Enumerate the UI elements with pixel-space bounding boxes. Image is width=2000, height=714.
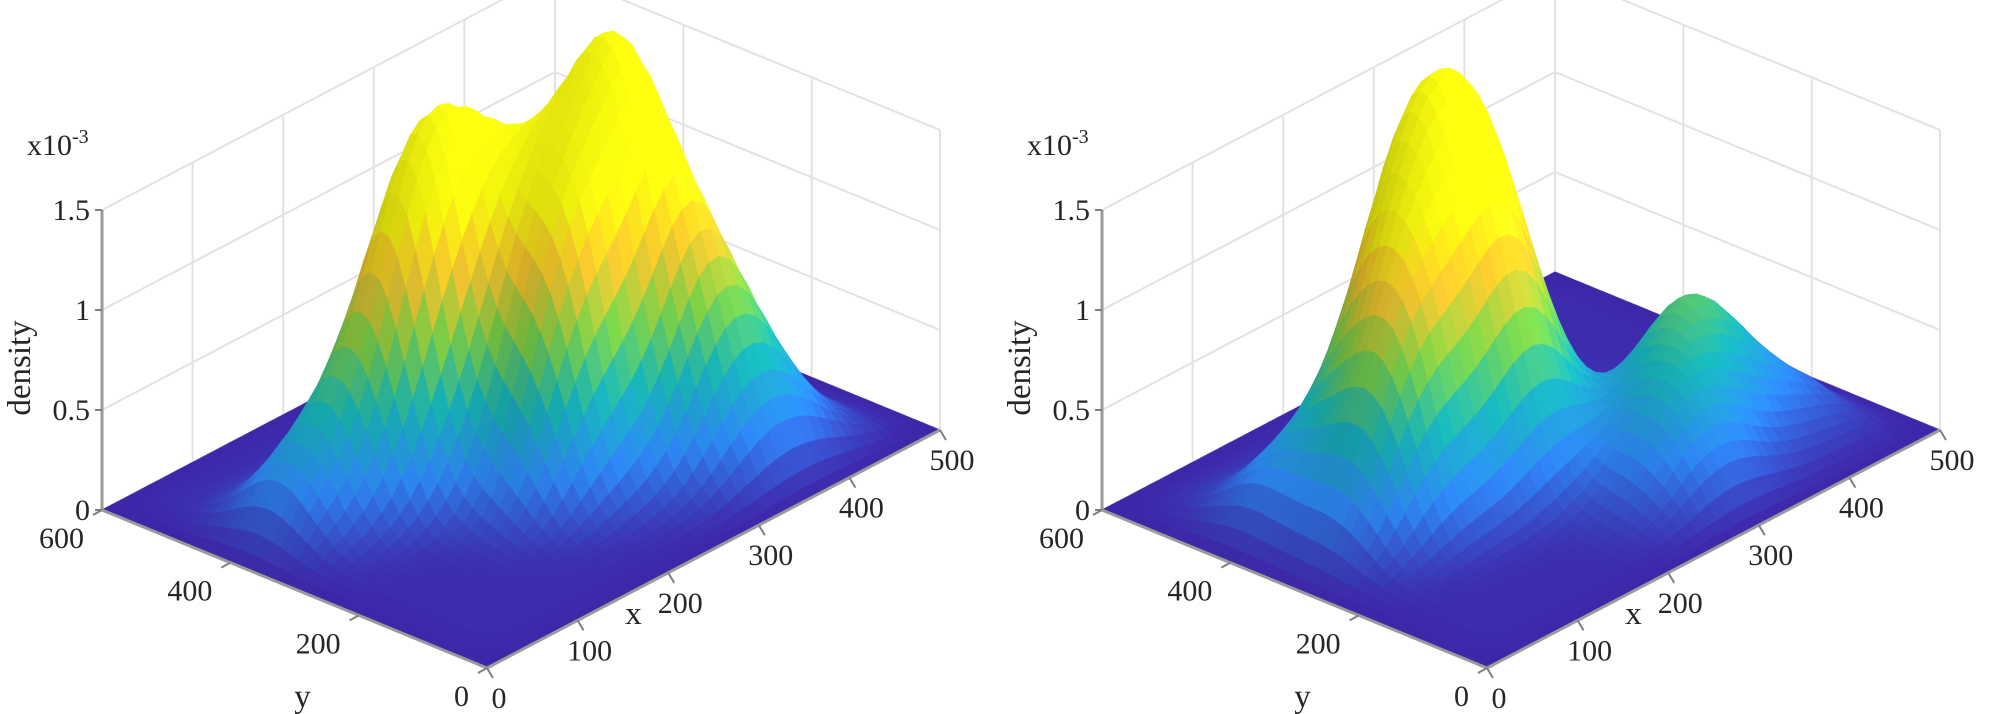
x-tick-mark (486, 667, 494, 679)
density-surface (101, 30, 941, 669)
z-tick-label: 1 (75, 294, 90, 327)
x-tick-label: 0 (492, 682, 507, 714)
x-tick-label: 200 (1658, 587, 1703, 620)
z-tick-label: 0 (1075, 494, 1090, 527)
y-axis-label: y (294, 679, 311, 714)
surface-plot-left: 0100200300400500020040060000.511.5xydens… (2, 0, 975, 714)
z-axis-label: density (2, 320, 38, 416)
y-tick-label: 200 (296, 627, 341, 660)
x-tick-mark (667, 572, 676, 584)
x-axis-label: x (625, 596, 642, 632)
z-tick-label: 0.5 (53, 394, 91, 427)
x-tick-label: 400 (839, 492, 884, 525)
z-exponent-power: -3 (72, 126, 89, 148)
z-exponent-power: -3 (1072, 126, 1089, 148)
x-tick-mark (576, 619, 585, 631)
x-tick-mark (848, 477, 857, 489)
x-tick-mark (1939, 429, 1947, 441)
surface-plot-right: 0100200300400500020040060000.511.5xydens… (1002, 0, 1975, 714)
z-exponent-label: x10-3 (27, 126, 89, 162)
x-tick-mark (1576, 619, 1585, 631)
z-tick-label: 0 (75, 494, 90, 527)
z-exponent-base: x10 (1027, 129, 1072, 162)
y-tick-mark (220, 561, 231, 569)
x-tick-mark (1667, 572, 1676, 584)
x-tick-mark (939, 429, 947, 441)
y-tick-mark (477, 667, 488, 674)
z-axis-label: density (1002, 320, 1038, 416)
z-exponent-label: x10-3 (1027, 126, 1089, 162)
y-tick-mark (1477, 667, 1488, 674)
y-tick-mark (349, 614, 360, 622)
x-tick-label: 100 (1567, 634, 1612, 667)
x-tick-mark (1848, 477, 1857, 489)
z-tick-label: 1.5 (53, 194, 91, 227)
z-tick-label: 1 (1075, 294, 1090, 327)
x-tick-mark (1486, 667, 1494, 679)
x-axis-label: x (1625, 596, 1642, 632)
x-tick-mark (1757, 524, 1766, 536)
x-tick-label: 300 (1748, 539, 1793, 572)
z-tick-label: 1.5 (1053, 194, 1091, 227)
y-tick-label: 0 (454, 680, 469, 713)
z-exponent-base: x10 (27, 129, 72, 162)
y-tick-label: 400 (1167, 575, 1212, 608)
y-tick-label: 200 (1296, 627, 1341, 660)
y-tick-mark (1220, 561, 1231, 569)
x-tick-label: 300 (748, 539, 793, 572)
y-axis-label: y (1294, 679, 1311, 714)
density-surface (1101, 67, 1941, 669)
x-tick-label: 500 (930, 444, 975, 477)
y-tick-label: 400 (167, 575, 212, 608)
z-tick-label: 0.5 (1053, 394, 1091, 427)
x-tick-mark (757, 524, 766, 536)
x-tick-label: 0 (1492, 682, 1507, 714)
y-tick-label: 0 (1454, 680, 1469, 713)
x-tick-label: 400 (1839, 492, 1884, 525)
y-tick-mark (1349, 614, 1360, 622)
x-tick-label: 100 (567, 634, 612, 667)
x-tick-label: 200 (658, 587, 703, 620)
x-tick-label: 500 (1930, 444, 1975, 477)
